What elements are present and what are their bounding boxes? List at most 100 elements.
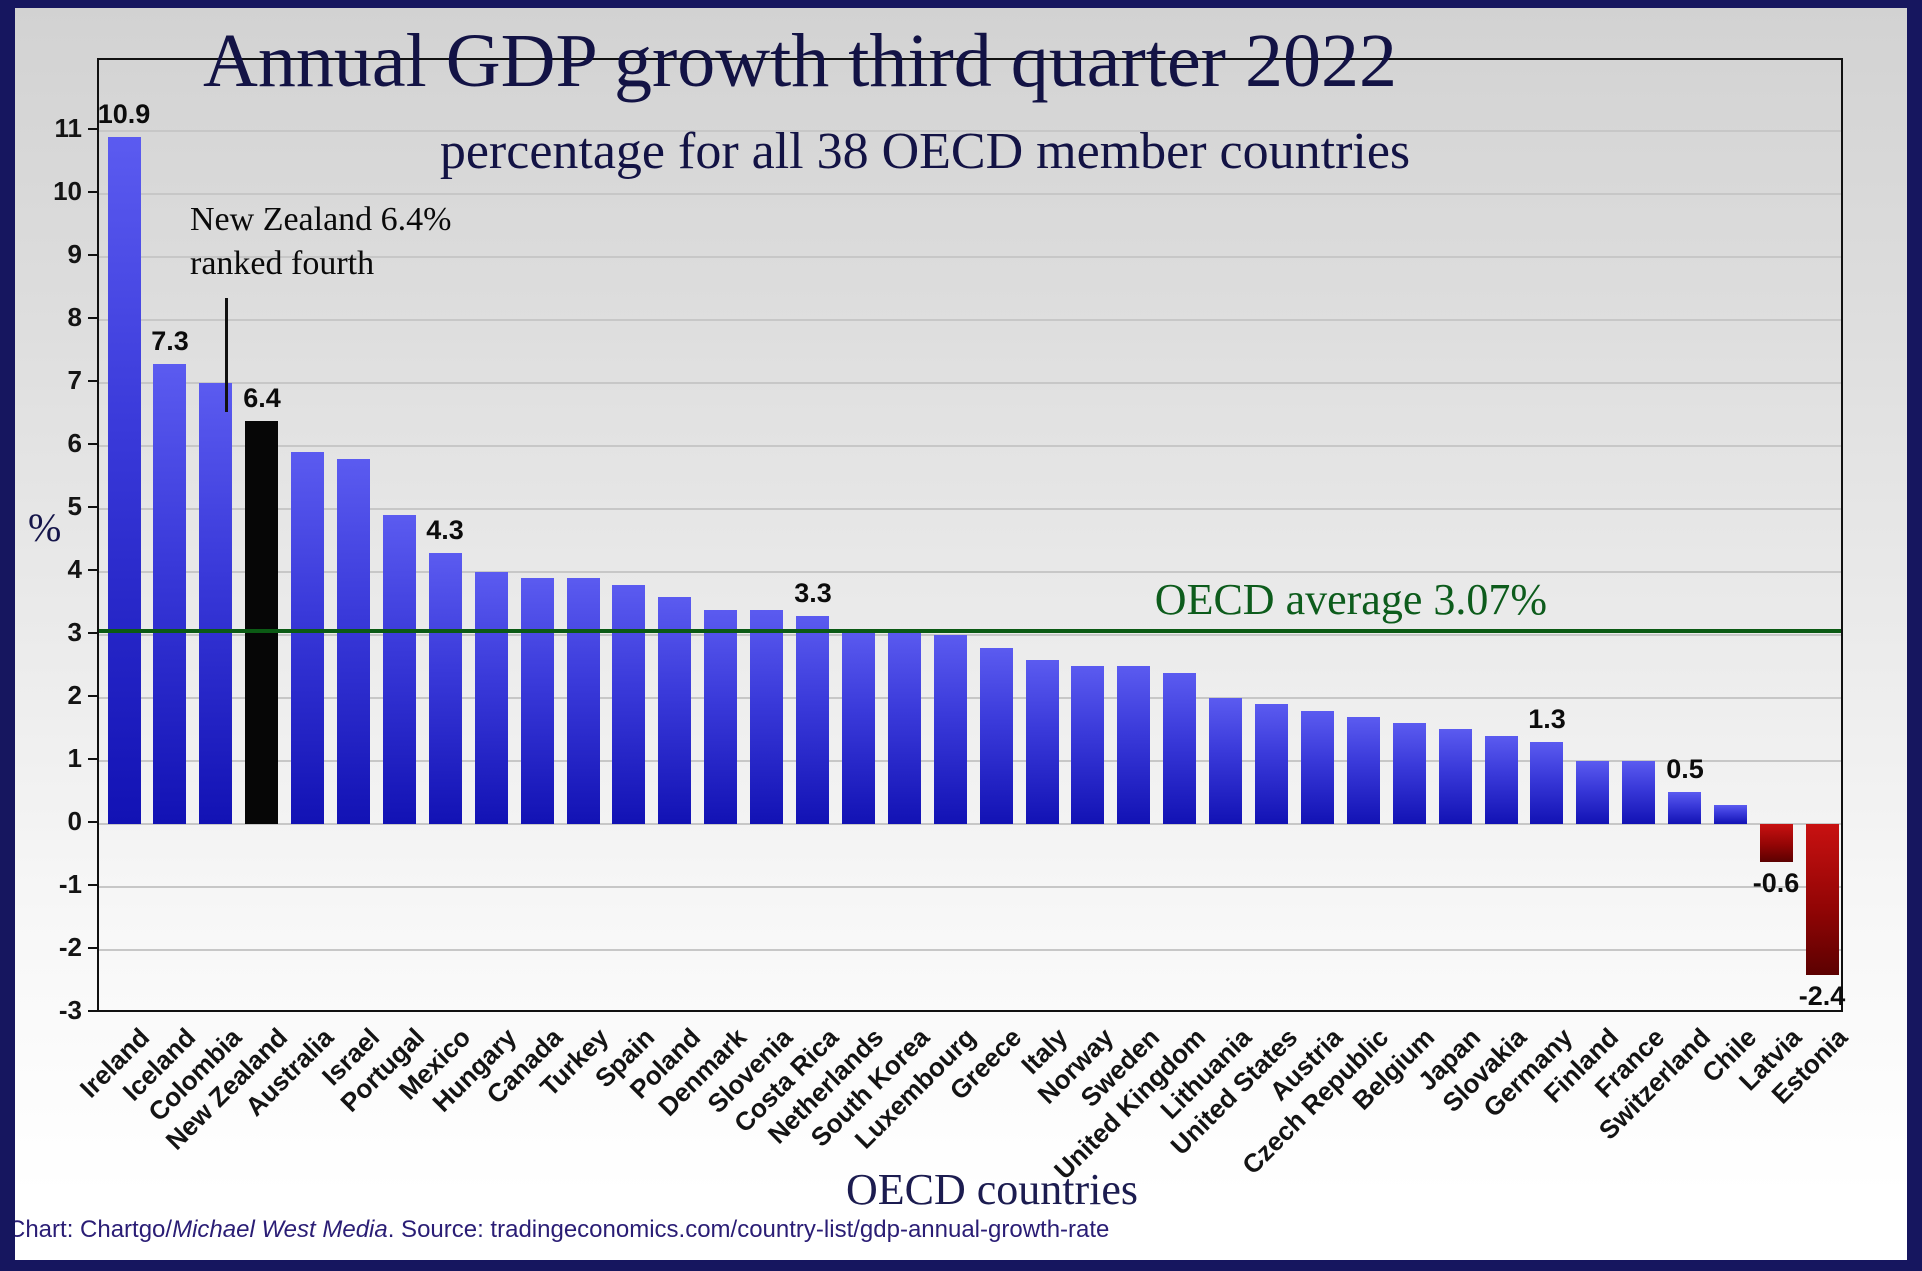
- bar-norway: [1071, 666, 1104, 824]
- bar-colombia: [199, 383, 232, 824]
- bar-switzerland: [1668, 792, 1701, 824]
- bar-mexico: [429, 553, 462, 824]
- bar-costa-rica: [796, 616, 829, 824]
- annotation-callout: New Zealand 6.4% ranked fourth: [190, 198, 452, 285]
- y-tick-mark-9: [88, 254, 97, 256]
- gridline--2: [99, 949, 1841, 951]
- bar-slovenia: [750, 610, 783, 824]
- bar-austria: [1301, 711, 1334, 824]
- bar-ireland: [108, 137, 141, 824]
- y-tick-label-6: 6: [67, 428, 82, 458]
- bar-value-label-mexico: 4.3: [426, 515, 464, 545]
- gridline-0: [99, 823, 1841, 825]
- footer-chart-prefix: Chart: Chartgo/: [8, 1216, 173, 1243]
- gridline-9: [99, 256, 1841, 258]
- bar-france: [1622, 761, 1655, 824]
- bar-new-zealand: [245, 421, 278, 824]
- y-tick-label-5: 5: [67, 491, 82, 521]
- bar-value-label-costa-rica: 3.3: [794, 578, 832, 608]
- y-tick-label-10: 10: [53, 176, 82, 206]
- bar-australia: [291, 452, 324, 824]
- y-tick-mark-6: [88, 443, 97, 445]
- y-tick-mark--3: [88, 1010, 97, 1012]
- bar-denmark: [704, 610, 737, 824]
- bar-value-label-new-zealand: 6.4: [243, 383, 281, 413]
- x-axis-title: OECD countries: [845, 1165, 1139, 1214]
- y-tick-label--2: -2: [58, 932, 82, 962]
- bar-luxembourg: [934, 635, 967, 824]
- y-tick-label-4: 4: [67, 554, 82, 584]
- bar-canada: [521, 578, 554, 824]
- y-tick-label-3: 3: [67, 617, 82, 647]
- bar-estonia: [1806, 824, 1839, 975]
- y-tick-mark-0: [88, 821, 97, 823]
- gridline-8: [99, 319, 1841, 321]
- bar-value-label-estonia: -2.4: [1798, 981, 1846, 1011]
- y-tick-mark-11: [88, 128, 97, 130]
- y-tick-mark-2: [88, 695, 97, 697]
- bar-belgium: [1393, 723, 1426, 824]
- bar-value-label-ireland: 10.9: [97, 99, 151, 129]
- bar-netherlands: [842, 629, 875, 824]
- bar-slovakia: [1485, 736, 1518, 824]
- bar-poland: [658, 597, 691, 824]
- y-tick-label--1: -1: [58, 869, 82, 899]
- bar-finland: [1576, 761, 1609, 824]
- bar-israel: [337, 459, 370, 824]
- bar-value-label-germany: 1.3: [1528, 704, 1566, 734]
- y-tick-label-2: 2: [67, 680, 82, 710]
- annotation-pointer-line: [225, 298, 228, 412]
- y-tick-label-8: 8: [67, 302, 82, 332]
- y-tick-mark-4: [88, 569, 97, 571]
- bar-japan: [1439, 729, 1472, 824]
- oecd-average-line: [99, 629, 1841, 633]
- chart-subtitle: percentage for all 38 OECD member countr…: [439, 123, 1411, 180]
- annotation-line-1: New Zealand 6.4%: [190, 201, 452, 238]
- gridline-7: [99, 382, 1841, 384]
- gridline-4: [99, 571, 1841, 573]
- bar-value-label-iceland: 7.3: [151, 326, 189, 356]
- bar-portugal: [383, 515, 416, 824]
- gridline--1: [99, 886, 1841, 888]
- footer-source-suffix: . Source: tradingeconomics.com/country-l…: [387, 1216, 1110, 1243]
- bar-hungary: [475, 572, 508, 824]
- oecd-average-label: OECD average 3.07%: [1154, 575, 1547, 624]
- y-tick-label-9: 9: [67, 239, 82, 269]
- bar-germany: [1530, 742, 1563, 824]
- bar-iceland: [153, 364, 186, 824]
- bar-chile: [1714, 805, 1747, 824]
- y-tick-mark-5: [88, 506, 97, 508]
- bar-czech-republic: [1347, 717, 1380, 824]
- annotation-line-2: ranked fourth: [190, 244, 375, 282]
- y-tick-mark-10: [88, 191, 97, 193]
- y-tick-label--3: -3: [58, 995, 82, 1025]
- bar-spain: [612, 585, 645, 824]
- bar-value-label-switzerland: 0.5: [1666, 754, 1704, 784]
- footer-credit: Chart: Chartgo/Michael West Media. Sourc…: [8, 1216, 1109, 1244]
- bar-italy: [1026, 660, 1059, 824]
- bar-turkey: [567, 578, 600, 824]
- gridline-6: [99, 445, 1841, 447]
- y-tick-label-11: 11: [54, 113, 83, 143]
- y-axis-unit-label: %: [28, 505, 62, 550]
- gridline-5: [99, 508, 1841, 510]
- y-tick-mark-1: [88, 758, 97, 760]
- gridline-10: [99, 193, 1841, 195]
- y-tick-label-7: 7: [67, 365, 82, 395]
- bar-lithuania: [1209, 698, 1242, 824]
- gridline-3: [99, 634, 1841, 636]
- y-tick-mark--2: [88, 947, 97, 949]
- gridline-2: [99, 697, 1841, 699]
- gridline-1: [99, 760, 1841, 762]
- y-tick-label-0: 0: [67, 806, 82, 836]
- bar-south-korea: [888, 629, 921, 824]
- y-tick-mark-7: [88, 380, 97, 382]
- gridline-11: [99, 130, 1841, 132]
- bar-united-kingdom: [1163, 673, 1196, 824]
- y-tick-mark-3: [88, 632, 97, 634]
- y-tick-mark--1: [88, 884, 97, 886]
- bar-greece: [980, 648, 1013, 824]
- y-tick-mark-8: [88, 317, 97, 319]
- footer-media-name: Michael West Media: [172, 1216, 388, 1243]
